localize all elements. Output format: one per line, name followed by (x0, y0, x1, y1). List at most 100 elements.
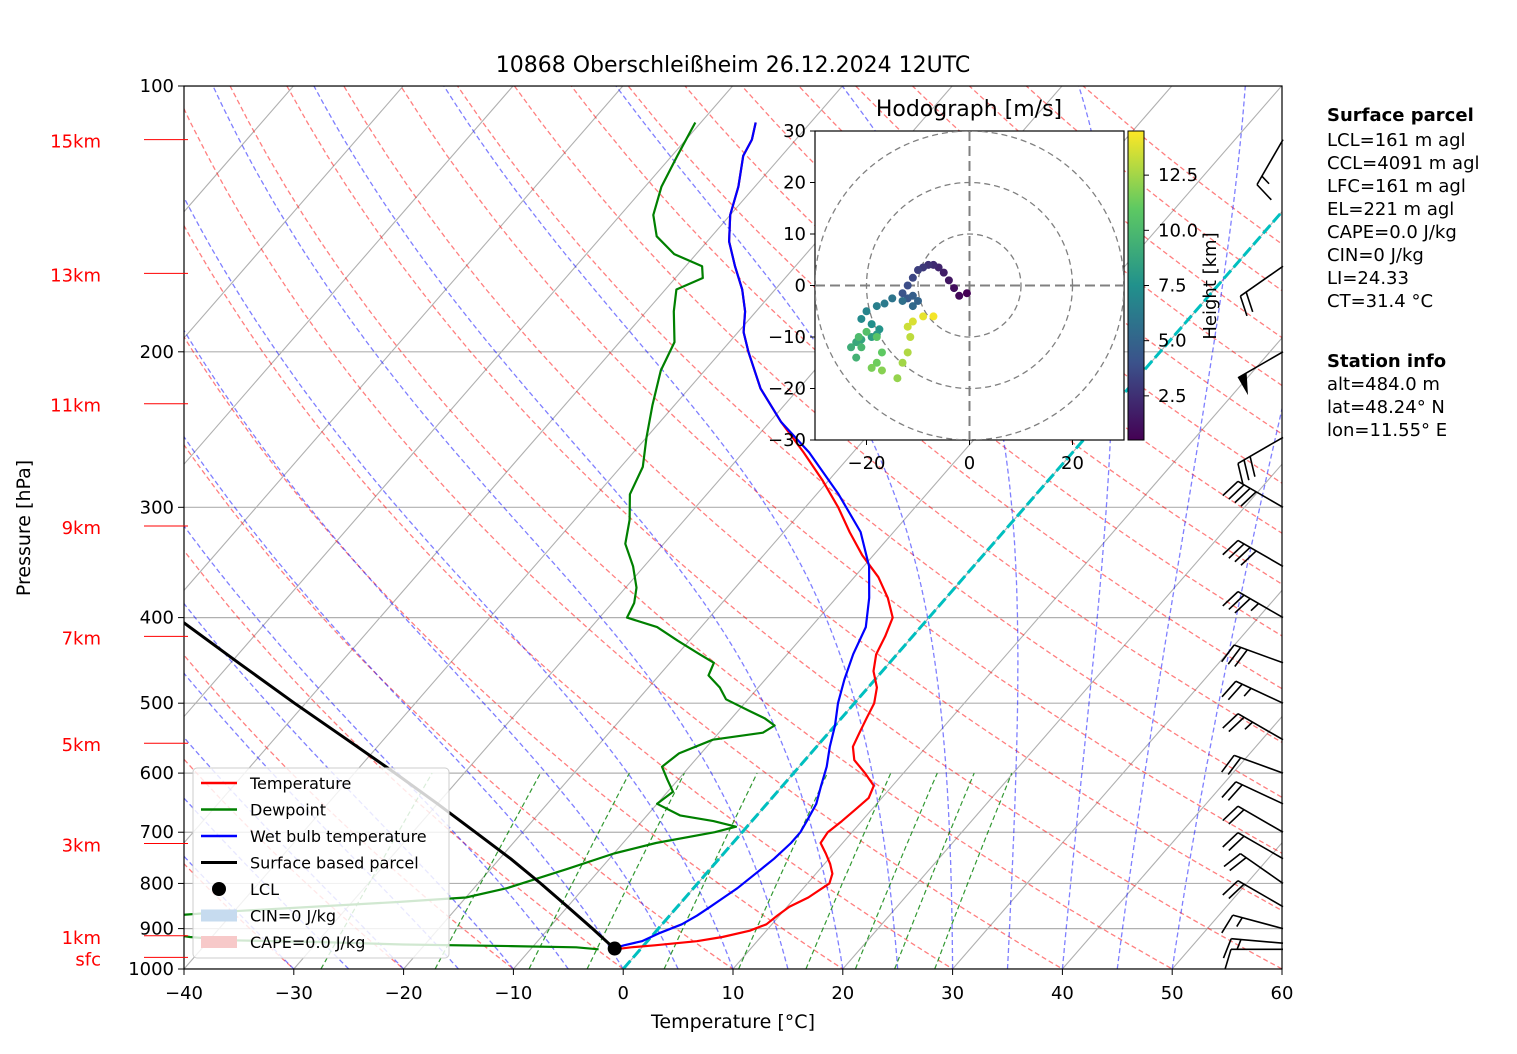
wind-barb (1222, 713, 1284, 741)
surface-parcel-line: CCL=4091 m agl (1327, 153, 1480, 174)
wind-barb-flag (1222, 938, 1232, 959)
wind-barb-staff (1237, 351, 1284, 379)
hodograph-point (877, 366, 886, 375)
mixing-ratio-line (894, 772, 975, 969)
dry-adiabat (400, 86, 1282, 855)
chart-title: 10868 Oberschleißheim 26.12.2024 12UTC (496, 53, 971, 78)
y-tick-label: 200 (140, 342, 174, 363)
wind-barb-flag (1221, 754, 1235, 773)
hodograph-point (898, 358, 907, 367)
height-label: 15km (50, 132, 101, 153)
hodograph-point (872, 358, 881, 367)
dewpoint-line (184, 121, 776, 951)
dry-adiabat (184, 224, 954, 969)
wind-barb (1222, 805, 1284, 833)
hodograph-point (847, 343, 856, 352)
wind-barb-staff (1231, 937, 1284, 945)
hodograph-point (852, 353, 861, 362)
wind-barb-flag (1249, 456, 1256, 477)
x-tick-label: −30 (275, 983, 313, 1004)
y-tick-label: 600 (140, 763, 174, 784)
hodograph-y-tick-label: 30 (783, 121, 806, 142)
wind-barb-flag (1240, 491, 1257, 507)
dry-adiabat (286, 86, 1282, 969)
hodograph-x-tick-label: −20 (848, 453, 886, 474)
hodograph-x-tick-label: 0 (964, 453, 975, 474)
legend-label: Surface based parcel (250, 854, 419, 873)
height-label: sfc (75, 949, 101, 970)
wind-barb-staff (1237, 713, 1284, 741)
legend-box: Temperature Dewpoint Wet bulb temperature S… (192, 767, 450, 959)
dry-adiabat (184, 107, 1064, 969)
hodograph-point (955, 291, 964, 300)
hodograph-y-tick-label: −20 (768, 379, 806, 400)
hodograph-point (903, 281, 912, 290)
moist-adiabat (184, 672, 459, 969)
wind-barb-flag (1234, 487, 1251, 504)
station-info-line: alt=484.0 m (1327, 374, 1440, 395)
wind-barb-flag (1222, 713, 1239, 729)
mixing-ratio-line (805, 772, 892, 969)
surface-parcel-line: CT=31.4 °C (1327, 291, 1433, 312)
wind-barb (1221, 680, 1284, 704)
hodograph-point (898, 289, 907, 298)
wind-barb-flag (1228, 484, 1245, 500)
hodograph-point (862, 307, 871, 316)
hodograph-x-tick-label: 20 (1061, 453, 1084, 474)
y-tick-label: 1000 (128, 959, 174, 980)
wind-barb-half-flag (1244, 721, 1254, 730)
isotherm-line (512, 86, 1282, 969)
hodograph-point (908, 273, 917, 282)
y-tick-label: 700 (140, 822, 174, 843)
wind-barb-staff (1237, 436, 1284, 465)
moist-adiabat (1116, 86, 1246, 969)
hodograph-y-tick-label: −30 (768, 430, 806, 451)
wind-barb (1221, 754, 1284, 775)
height-label: 9km (62, 518, 101, 539)
surface-parcel-line: LI=24.33 (1327, 268, 1409, 289)
wind-barb-flag (1222, 480, 1239, 497)
height-label: 13km (50, 265, 101, 286)
wind-barb (1222, 879, 1284, 908)
wind-barb-flag (1243, 459, 1250, 481)
hodograph-point (857, 314, 866, 323)
dry-adiabat (343, 86, 1282, 912)
hodograph-point (872, 302, 881, 311)
colorbar-tick-label: 7.5 (1158, 276, 1187, 297)
colorbar-tick-label: 2.5 (1158, 386, 1187, 407)
moist-adiabat (184, 602, 514, 969)
wind-barb-half-flag (1261, 175, 1270, 185)
x-tick-label: −20 (385, 983, 423, 1004)
wind-barb-flag (1222, 832, 1239, 848)
wind-barb-flag (1222, 539, 1239, 556)
x-tick-label: 20 (831, 983, 854, 1004)
x-tick-label: 60 (1271, 983, 1294, 1004)
hodograph-y-tick-label: 0 (795, 276, 806, 297)
hodograph-point (914, 296, 922, 305)
hodograph-y-tick-label: 10 (783, 224, 806, 245)
wind-barb (1221, 781, 1284, 805)
hodograph-point (898, 296, 907, 305)
wind-barb-flag (1227, 683, 1243, 701)
mixing-ratio-line (738, 772, 828, 969)
wind-barb-flag (1256, 184, 1272, 201)
wind-barb (1221, 914, 1284, 934)
zero-isotherm-line (622, 209, 1282, 969)
wind-barb (1223, 852, 1284, 885)
wind-barb-flag (1229, 856, 1247, 872)
wind-barb-flag (1237, 463, 1244, 484)
legend-swatch (201, 936, 237, 948)
wind-barb (1224, 948, 1283, 970)
hodograph-point (867, 363, 876, 372)
isotherm-line (1061, 715, 1282, 969)
surface-parcel-line: CIN=0 J/kg (1327, 245, 1424, 266)
wind-barb-staff (1235, 680, 1284, 704)
wind-barb-staff (1233, 754, 1284, 774)
hodograph-point (903, 322, 912, 331)
height-label: 5km (62, 735, 101, 756)
wind-barb-flag (1228, 835, 1245, 852)
x-tick-label: −40 (165, 983, 203, 1004)
hodograph-point (857, 343, 866, 352)
isotherm-line (184, 86, 514, 466)
legend-label: Dewpoint (250, 801, 326, 820)
